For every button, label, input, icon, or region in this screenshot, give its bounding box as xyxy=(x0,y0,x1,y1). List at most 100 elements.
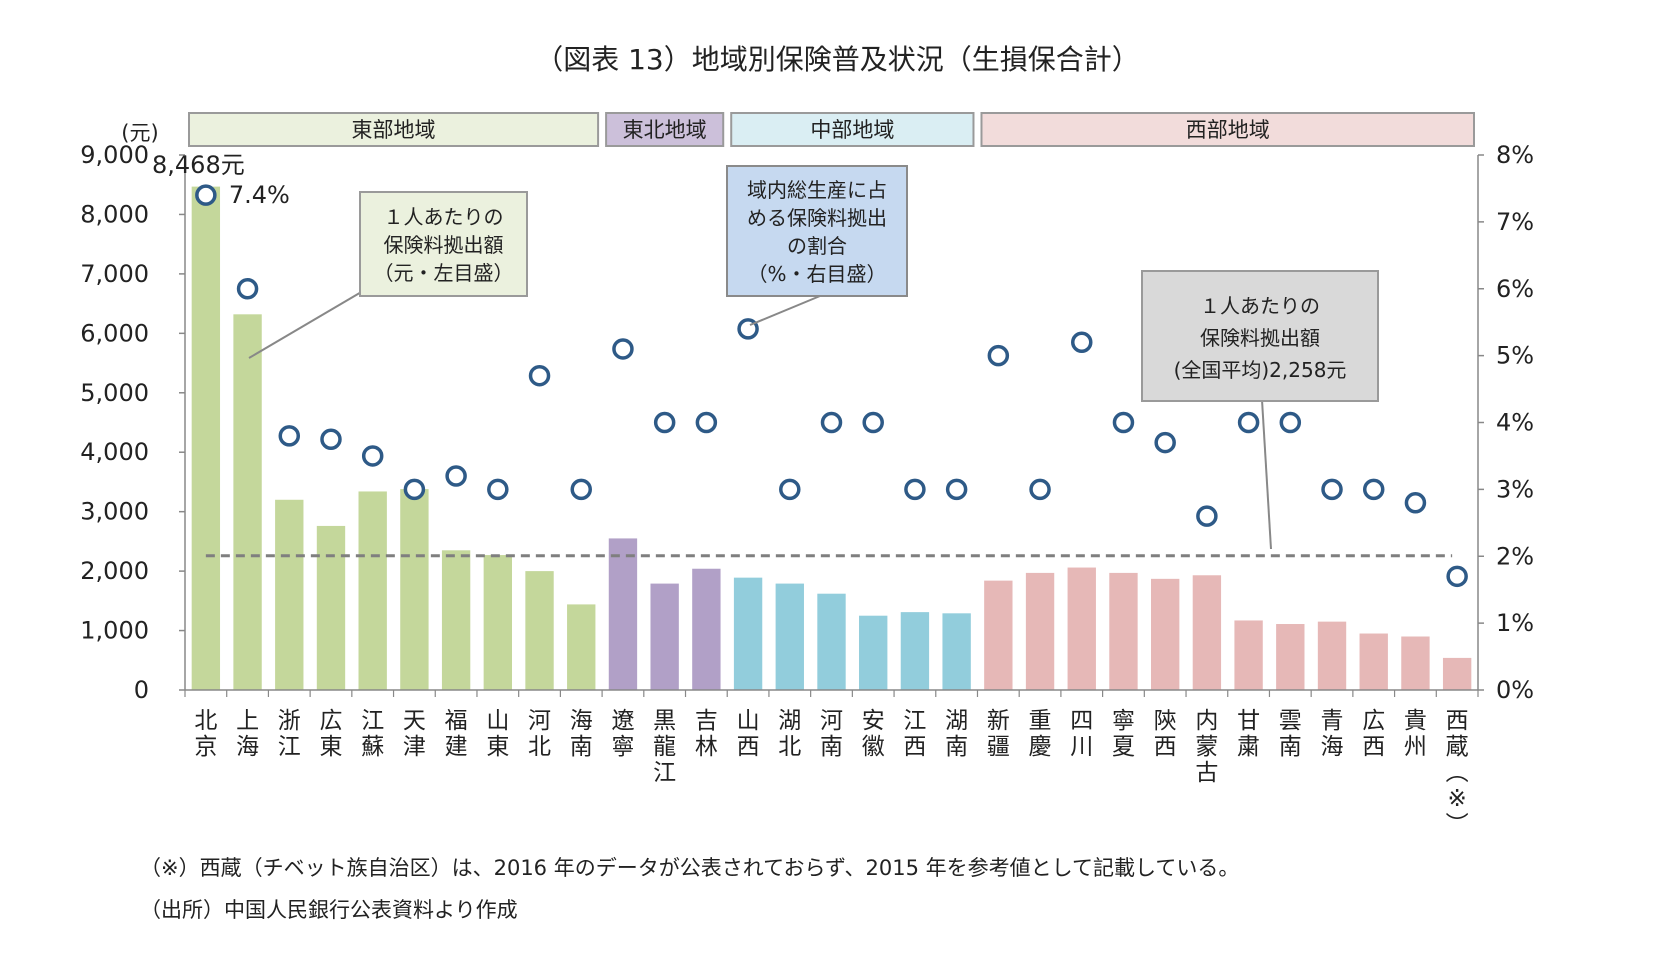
x-tick-label-char: 古 xyxy=(1195,760,1218,786)
bar xyxy=(1276,624,1305,690)
bar xyxy=(608,538,638,690)
x-tick-label-char: 東 xyxy=(486,734,509,760)
x-tick-label-char: 天 xyxy=(403,708,426,734)
x-tick-label-char: 四 xyxy=(1070,708,1093,734)
ratio-marker xyxy=(612,338,634,360)
bar xyxy=(1025,572,1055,690)
callout-amount-leader xyxy=(248,290,364,359)
bar xyxy=(1442,657,1472,690)
region-header-label: 東部地域 xyxy=(352,118,436,142)
bar xyxy=(1150,578,1180,690)
y-right-tick-label: 8% xyxy=(1496,141,1534,169)
bar xyxy=(775,583,804,690)
y-left-tick-label: 8,000 xyxy=(80,200,149,228)
callout-amount-text: 保険料拠出額 xyxy=(384,233,504,257)
x-tick-label-char: ︶ xyxy=(1446,812,1469,838)
callout-ratio-text: める保険料拠出 xyxy=(747,206,887,230)
y-left-tick-label: 5,000 xyxy=(80,379,149,407)
x-tick-label-char: 海 xyxy=(1321,734,1344,760)
bar xyxy=(525,571,554,690)
ratio-marker xyxy=(862,411,884,434)
callout-average-box xyxy=(1141,270,1379,402)
ratio-marker xyxy=(236,278,259,300)
ratio-marker xyxy=(528,364,551,387)
bar xyxy=(191,186,221,690)
y-left-tick-label: 0 xyxy=(134,676,149,704)
x-tick-label-char: 南 xyxy=(1279,734,1302,760)
ratio-marker xyxy=(820,411,843,434)
data-label-beijing-ratio: 7.4% xyxy=(229,181,290,209)
region-header-box xyxy=(188,112,600,147)
x-tick-label-char: 蔵 xyxy=(1446,734,1469,760)
ratio-marker xyxy=(1112,411,1135,434)
bar xyxy=(1109,572,1138,690)
source-note: （出所）中国人民銀行公表資料より作成 xyxy=(140,898,518,922)
x-tick-label-char: 建 xyxy=(445,734,468,760)
callout-ratio-box xyxy=(726,165,908,297)
x-tick-label-char: 内 xyxy=(1195,708,1218,734)
ratio-marker xyxy=(1362,478,1385,501)
x-tick-label-char: 慶 xyxy=(1029,734,1052,760)
region-header-label: 西部地域 xyxy=(1186,118,1270,142)
callout-amount-text: １人あたりの xyxy=(384,205,504,229)
x-tick-label-char: 南 xyxy=(945,734,968,760)
ratio-marker xyxy=(403,478,426,501)
bar xyxy=(275,499,304,690)
y-right-tick-label: 1% xyxy=(1496,609,1534,637)
bar xyxy=(984,580,1013,690)
bar xyxy=(692,568,721,690)
x-tick-label-char: 江 xyxy=(278,734,301,760)
bar xyxy=(358,491,387,690)
region-header-label: 東北地域 xyxy=(623,118,707,142)
x-tick-label-char: 湖 xyxy=(945,708,968,734)
bar xyxy=(942,613,971,690)
region-header-box xyxy=(980,112,1476,147)
callout-ratio-text: の割合 xyxy=(787,234,847,258)
x-tick-label-char: 津 xyxy=(403,734,426,760)
ratio-marker xyxy=(904,478,926,501)
x-tick-label-char: 寧 xyxy=(1112,708,1135,734)
x-tick-label-char: 江 xyxy=(361,708,384,734)
x-tick-label-char: 北 xyxy=(528,734,551,760)
x-tick-label-char: 蒙 xyxy=(1195,734,1218,760)
x-tick-label-char: 雲 xyxy=(1279,708,1302,734)
x-tick-label-char: ︵ xyxy=(1446,760,1469,786)
x-tick-label-char: 西 xyxy=(1446,708,1469,734)
x-tick-label-char: 青 xyxy=(1321,708,1344,734)
y-left-tick-label: 9,000 xyxy=(80,141,149,169)
y-right-tick-label: 7% xyxy=(1496,208,1534,236)
bar xyxy=(1317,621,1347,690)
bar xyxy=(1359,633,1388,690)
y-right-tick-label: 6% xyxy=(1496,275,1534,303)
callout-average-text: １人あたりの xyxy=(1200,294,1320,318)
ratio-marker xyxy=(570,478,592,501)
x-tick-label-char: 西 xyxy=(903,734,926,760)
x-tick-label-char: 江 xyxy=(653,760,676,786)
y-left-tick-label: 6,000 xyxy=(80,319,149,347)
x-tick-label-char: 林 xyxy=(695,734,718,760)
bar xyxy=(316,525,346,690)
bar xyxy=(650,583,679,690)
y-left-tick-label: 7,000 xyxy=(80,260,149,288)
callout-amount-text: （元・左目盛） xyxy=(374,261,514,285)
ratio-marker xyxy=(1071,331,1093,353)
x-tick-label-char: ※ xyxy=(1448,786,1467,812)
bar xyxy=(1401,636,1430,690)
x-tick-label-char: 貴 xyxy=(1404,708,1427,734)
ratio-marker xyxy=(1237,411,1260,434)
x-tick-label-char: 浙 xyxy=(278,708,301,734)
x-tick-label-char: 川 xyxy=(1070,734,1093,760)
y-left-tick-label: 2,000 xyxy=(80,557,149,585)
bar xyxy=(900,612,930,690)
bar xyxy=(733,577,763,690)
x-tick-label-char: 吉 xyxy=(695,708,718,734)
region-header-label: 中部地域 xyxy=(810,118,894,142)
ratio-marker xyxy=(779,478,801,501)
ratio-marker xyxy=(945,478,968,501)
bar xyxy=(817,593,846,690)
bar xyxy=(1067,567,1096,690)
y-right-tick-label: 5% xyxy=(1496,342,1534,370)
x-tick-label-char: 徽 xyxy=(862,734,885,760)
x-tick-label-char: 疆 xyxy=(987,734,1010,760)
